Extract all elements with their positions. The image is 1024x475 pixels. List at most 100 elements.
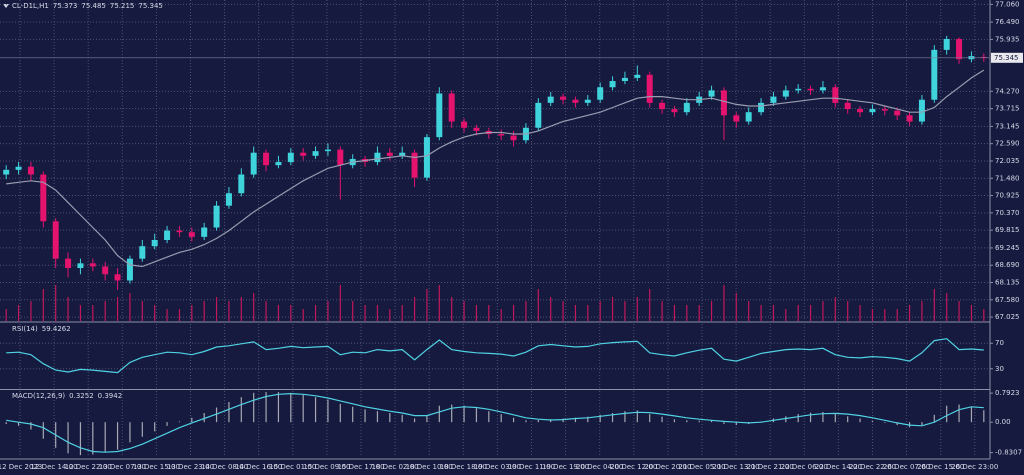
volume-bar (401, 305, 403, 321)
candle-body (386, 152, 393, 156)
candle-body (795, 88, 802, 91)
volume-bar (958, 301, 960, 321)
x-tick-label: 15 Dec 17:00 (337, 463, 384, 471)
macd-bar (809, 412, 812, 423)
x-tick-label: 26 Dec 07:00 (883, 463, 930, 471)
macd-bar (550, 419, 552, 423)
volume-bar (822, 301, 824, 321)
candle-body (547, 96, 554, 103)
y-tick-label: 70.925 (995, 192, 1020, 200)
candle-body (597, 87, 604, 100)
macd-bar (636, 410, 638, 423)
panel-header-text: 75.215 (110, 2, 135, 10)
volume-bar (599, 301, 601, 321)
panel-header-text: 75.485 (81, 2, 106, 10)
macd-bar (79, 422, 82, 456)
volume-bar (5, 309, 7, 321)
candle-body (943, 38, 950, 50)
volume-bar (67, 297, 69, 321)
candle-body (201, 227, 208, 237)
volume-bar (376, 305, 379, 321)
volume-bar (710, 301, 713, 321)
candle-body (275, 162, 282, 166)
macd-bar (500, 414, 502, 423)
candle-body (720, 90, 727, 116)
candle-body (213, 205, 220, 228)
macd-bar (339, 403, 341, 423)
volume-bar (389, 309, 391, 321)
last-price-label: 75.345 (994, 54, 1019, 62)
candle-body (572, 99, 579, 103)
macd-bar (488, 411, 490, 423)
y-tick-label: 0.00 (995, 418, 1011, 426)
volume-bar (463, 301, 465, 321)
macd-bar (265, 392, 267, 423)
candle-body (609, 81, 616, 88)
volume-bar (649, 289, 651, 321)
x-tick-label: 14 Dec 08:00 (201, 463, 248, 471)
macd-bar (525, 420, 527, 423)
x-tick-label: 19 Dec 11:00 (508, 463, 555, 471)
x-tick-label: 21 Dec 21:00 (747, 463, 794, 471)
volume-bar (537, 289, 539, 321)
volume-bar (178, 309, 181, 321)
volume-bar (265, 301, 267, 321)
macd-bar (426, 415, 428, 423)
macd-bar (67, 422, 69, 454)
macd-bar (178, 421, 181, 423)
candle-body (324, 149, 331, 152)
macd-bar (191, 417, 193, 423)
y-tick-label: 0.7923 (995, 389, 1020, 397)
y-tick-label: 73.145 (995, 122, 1020, 130)
volume-bar (92, 305, 94, 321)
candle-body (881, 109, 888, 111)
y-tick-label: 68.135 (995, 279, 1020, 287)
macd-bar (389, 413, 391, 423)
volume-bar (191, 305, 193, 321)
candle-body (77, 263, 84, 269)
y-tick-label: 71.480 (995, 174, 1020, 182)
macd-bar (822, 411, 824, 423)
volume-bar (574, 305, 577, 321)
x-tick-label: 21 Dec 05:00 (678, 463, 725, 471)
x-tick-label: 14 Dec 16:00 (235, 463, 282, 471)
candle-body (126, 258, 133, 281)
macd-bar (673, 419, 676, 423)
volume-bar (946, 293, 948, 321)
macd-bar (451, 404, 453, 423)
x-tick-label: 22 Dec 14:00 (815, 463, 862, 471)
candle-body (646, 74, 653, 103)
volume-bar (896, 309, 898, 321)
macd-bar (314, 397, 317, 423)
candle-body (770, 96, 777, 103)
macd-bar (438, 405, 440, 423)
volume-bar (673, 305, 676, 321)
macd-bar (723, 422, 725, 424)
y-tick-label: 73.715 (995, 105, 1020, 113)
candle-body (510, 135, 517, 141)
candle-body (869, 109, 876, 113)
candle-body (807, 88, 814, 91)
y-tick-label: 70.370 (995, 209, 1020, 217)
volume-bar (488, 305, 490, 321)
volume-bar (129, 293, 131, 321)
macd-bar (871, 420, 874, 423)
macd-bar (735, 422, 737, 426)
candle-body (473, 127, 480, 131)
macd-bar (277, 392, 280, 423)
volume-bar (314, 305, 317, 321)
volume-bar (847, 301, 849, 321)
candle-body (151, 239, 158, 247)
volume-bar (562, 301, 564, 321)
macd-bar (537, 419, 539, 423)
y-tick-label: 77.060 (995, 0, 1020, 8)
symbol-menu-icon[interactable] (3, 4, 9, 8)
macd-bar (327, 399, 329, 423)
candle-body (89, 263, 96, 267)
x-tick-label: 12 Dec 22:00 (65, 463, 112, 471)
volume-bar (686, 305, 688, 321)
macd-bar (166, 422, 168, 426)
candle-body (461, 121, 468, 128)
panel-header-text: CL-D1L,H1 (12, 2, 49, 10)
last-price-box (991, 52, 1023, 63)
